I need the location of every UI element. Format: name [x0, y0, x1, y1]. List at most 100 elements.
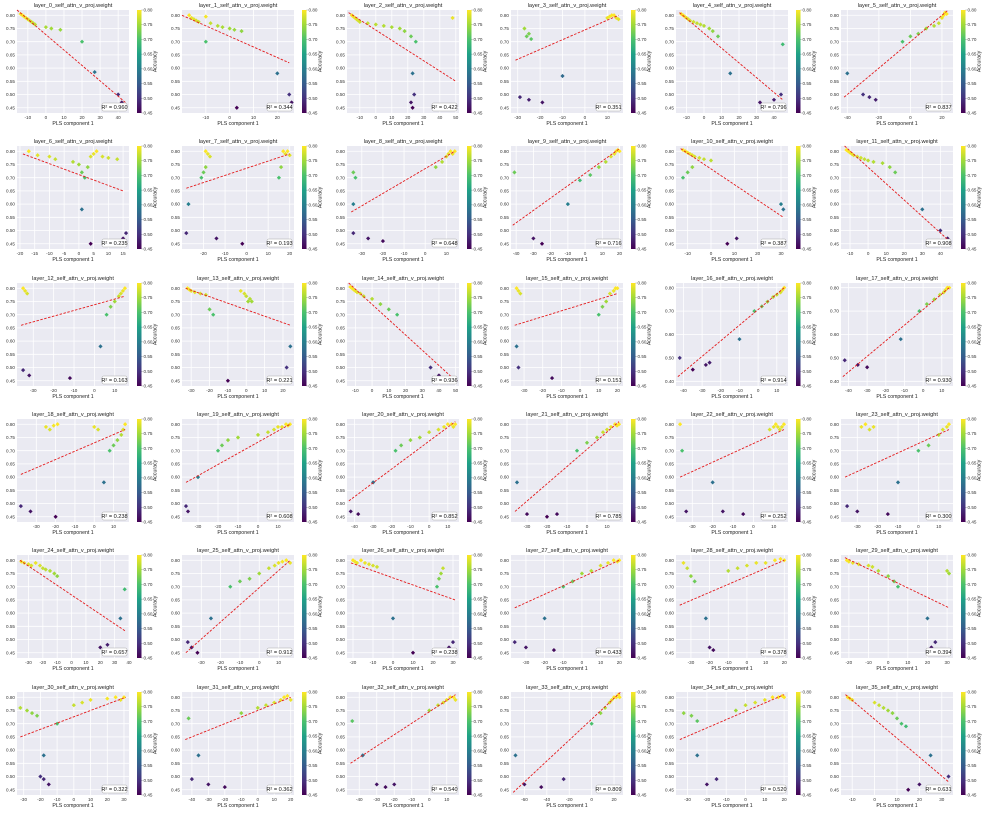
data-point — [88, 154, 93, 159]
y-tick-label: 0.40 — [830, 379, 839, 384]
colorbar-tick-label: 0.65 — [638, 733, 647, 738]
colorbar-tick-label: 0.60 — [638, 339, 647, 344]
data-point — [214, 236, 219, 241]
y-tick-label: 0.50 — [171, 365, 180, 370]
plot-background — [181, 282, 294, 386]
regression-line — [515, 14, 620, 61]
data-point — [215, 23, 220, 28]
x-tick-label: 20 — [737, 115, 743, 120]
scatter-svg: layer_32_self_attn_v_proj.weight 0.45 0.50… — [336, 685, 488, 809]
y-tick-label: 0.45 — [336, 378, 345, 383]
x-tick-label: -30 — [523, 660, 530, 665]
y-tick-label: 0.70 — [665, 176, 674, 181]
y-tick-label: 0.45 — [500, 514, 509, 519]
colorbar-tick-label: 0.70 — [968, 173, 977, 178]
colorbar-tick-label: 0.70 — [473, 173, 482, 178]
x-tick-label: -20 — [50, 388, 57, 393]
x-tick-label: 0 — [757, 388, 760, 393]
x-tick-label: 0 — [591, 797, 594, 802]
data-point — [733, 707, 739, 713]
data-point — [271, 699, 277, 705]
colorbar — [466, 282, 472, 386]
colorbar-tick-label: 0.60 — [968, 748, 977, 753]
r2-box — [101, 375, 128, 384]
data-point — [617, 558, 622, 563]
r2-box — [925, 647, 952, 657]
y-tick-label: 0.65 — [171, 189, 180, 194]
x-tick-label: 20 — [782, 660, 788, 665]
x-tick-label: -10 — [238, 797, 245, 802]
colorbar-tick-label: 0.55 — [803, 354, 812, 359]
y-tick-label: 0.50 — [830, 92, 839, 97]
y-tick-label: 0.65 — [500, 325, 509, 330]
colorbar — [796, 418, 801, 522]
data-point — [279, 424, 284, 429]
data-point — [871, 160, 876, 165]
regression-line — [348, 421, 456, 502]
r2-box — [925, 375, 952, 384]
x-tick-label: 0 — [744, 797, 747, 802]
x-tick-label: -30 — [524, 524, 531, 529]
colorbar-label: Accuracy — [153, 459, 159, 481]
data-point — [522, 26, 527, 31]
colorbar-tick-label: 0.55 — [473, 490, 482, 495]
colorbar-tick-label: 0.45 — [638, 247, 647, 252]
colorbar-label: Accuracy — [812, 459, 818, 481]
plot-background — [676, 146, 789, 250]
chart-title: layer_21_self_attn_v_proj.weight — [526, 412, 608, 418]
data-point — [284, 365, 289, 370]
data-point — [773, 422, 779, 427]
data-point — [255, 432, 260, 437]
colorbar-label: Accuracy — [153, 323, 159, 345]
colorbar-tick-label: 0.50 — [638, 368, 647, 373]
r2-box — [266, 511, 292, 521]
colorbar-tick-label: 0.80 — [803, 8, 812, 13]
chart-title: layer_31_self_attn_v_proj.weight — [197, 685, 279, 691]
y-tick-label: 0.65 — [500, 461, 509, 466]
scatter-svg: layer_0_self_attn_v_proj.weight 0.45 0.50 0… — [6, 3, 158, 127]
colorbar-label: Accuracy — [317, 323, 323, 345]
data-point — [105, 642, 110, 648]
y-tick-label: 0.45 — [830, 651, 839, 656]
colorbar-tick-label: 0.45 — [968, 111, 977, 116]
y-tick-label: 0.45 — [500, 242, 509, 247]
data-point — [434, 584, 439, 589]
plot-background — [17, 10, 129, 113]
colorbar-tick-label: 0.55 — [968, 81, 977, 86]
data-point — [615, 285, 620, 290]
scatter-svg: layer_11_self_attn_v_proj.weight 0.45 0.50… — [830, 139, 982, 263]
colorbar-tick-label: 0.45 — [638, 519, 647, 524]
scatter-svg: layer_26_self_attn_v_proj.weight 0.45 0.50… — [336, 548, 488, 672]
colorbar-tick-label: 0.50 — [473, 232, 482, 237]
colorbar-tick-label: 0.60 — [638, 66, 647, 71]
x-tick-label: 30 — [939, 797, 945, 802]
x-axis-label: PLS component 1 — [52, 121, 93, 127]
x-tick-label: -10 — [236, 660, 243, 665]
x-tick-label: -20 — [874, 524, 881, 529]
y-tick-label: 0.80 — [665, 149, 674, 154]
colorbar-tick-label: 0.60 — [803, 612, 812, 617]
colorbar-tick-label: 0.60 — [473, 203, 482, 208]
colorbar-tick-label: 0.65 — [803, 324, 812, 329]
colorbar-tick-label: 0.45 — [638, 111, 647, 116]
y-tick-label: 0.75 — [665, 571, 674, 576]
chart-title: layer_27_self_attn_v_proj.weight — [526, 548, 608, 554]
y-tick-label: 0.70 — [171, 312, 180, 317]
y-tick-label: 0.55 — [665, 760, 674, 765]
colorbar-tick-label: 0.55 — [144, 490, 153, 495]
data-point — [767, 427, 772, 432]
y-tick-label: 0.75 — [336, 571, 345, 576]
plot-background — [511, 282, 624, 386]
colorbar-tick-label: 0.80 — [308, 144, 317, 149]
r2-label: R² = 0.852 — [431, 514, 457, 520]
x-tick-label: 10 — [83, 660, 89, 665]
y-tick-label: 0.80 — [6, 13, 15, 18]
x-axis-label: PLS component 1 — [712, 666, 753, 672]
y-tick-label: 0.65 — [830, 461, 839, 466]
y-tick-label: 0.55 — [665, 624, 674, 629]
data-point — [349, 718, 354, 723]
y-tick-label: 0.45 — [171, 378, 180, 383]
y-tick-label: 0.50 — [336, 637, 345, 642]
data-point — [695, 21, 700, 26]
colorbar-label: Accuracy — [812, 187, 818, 209]
